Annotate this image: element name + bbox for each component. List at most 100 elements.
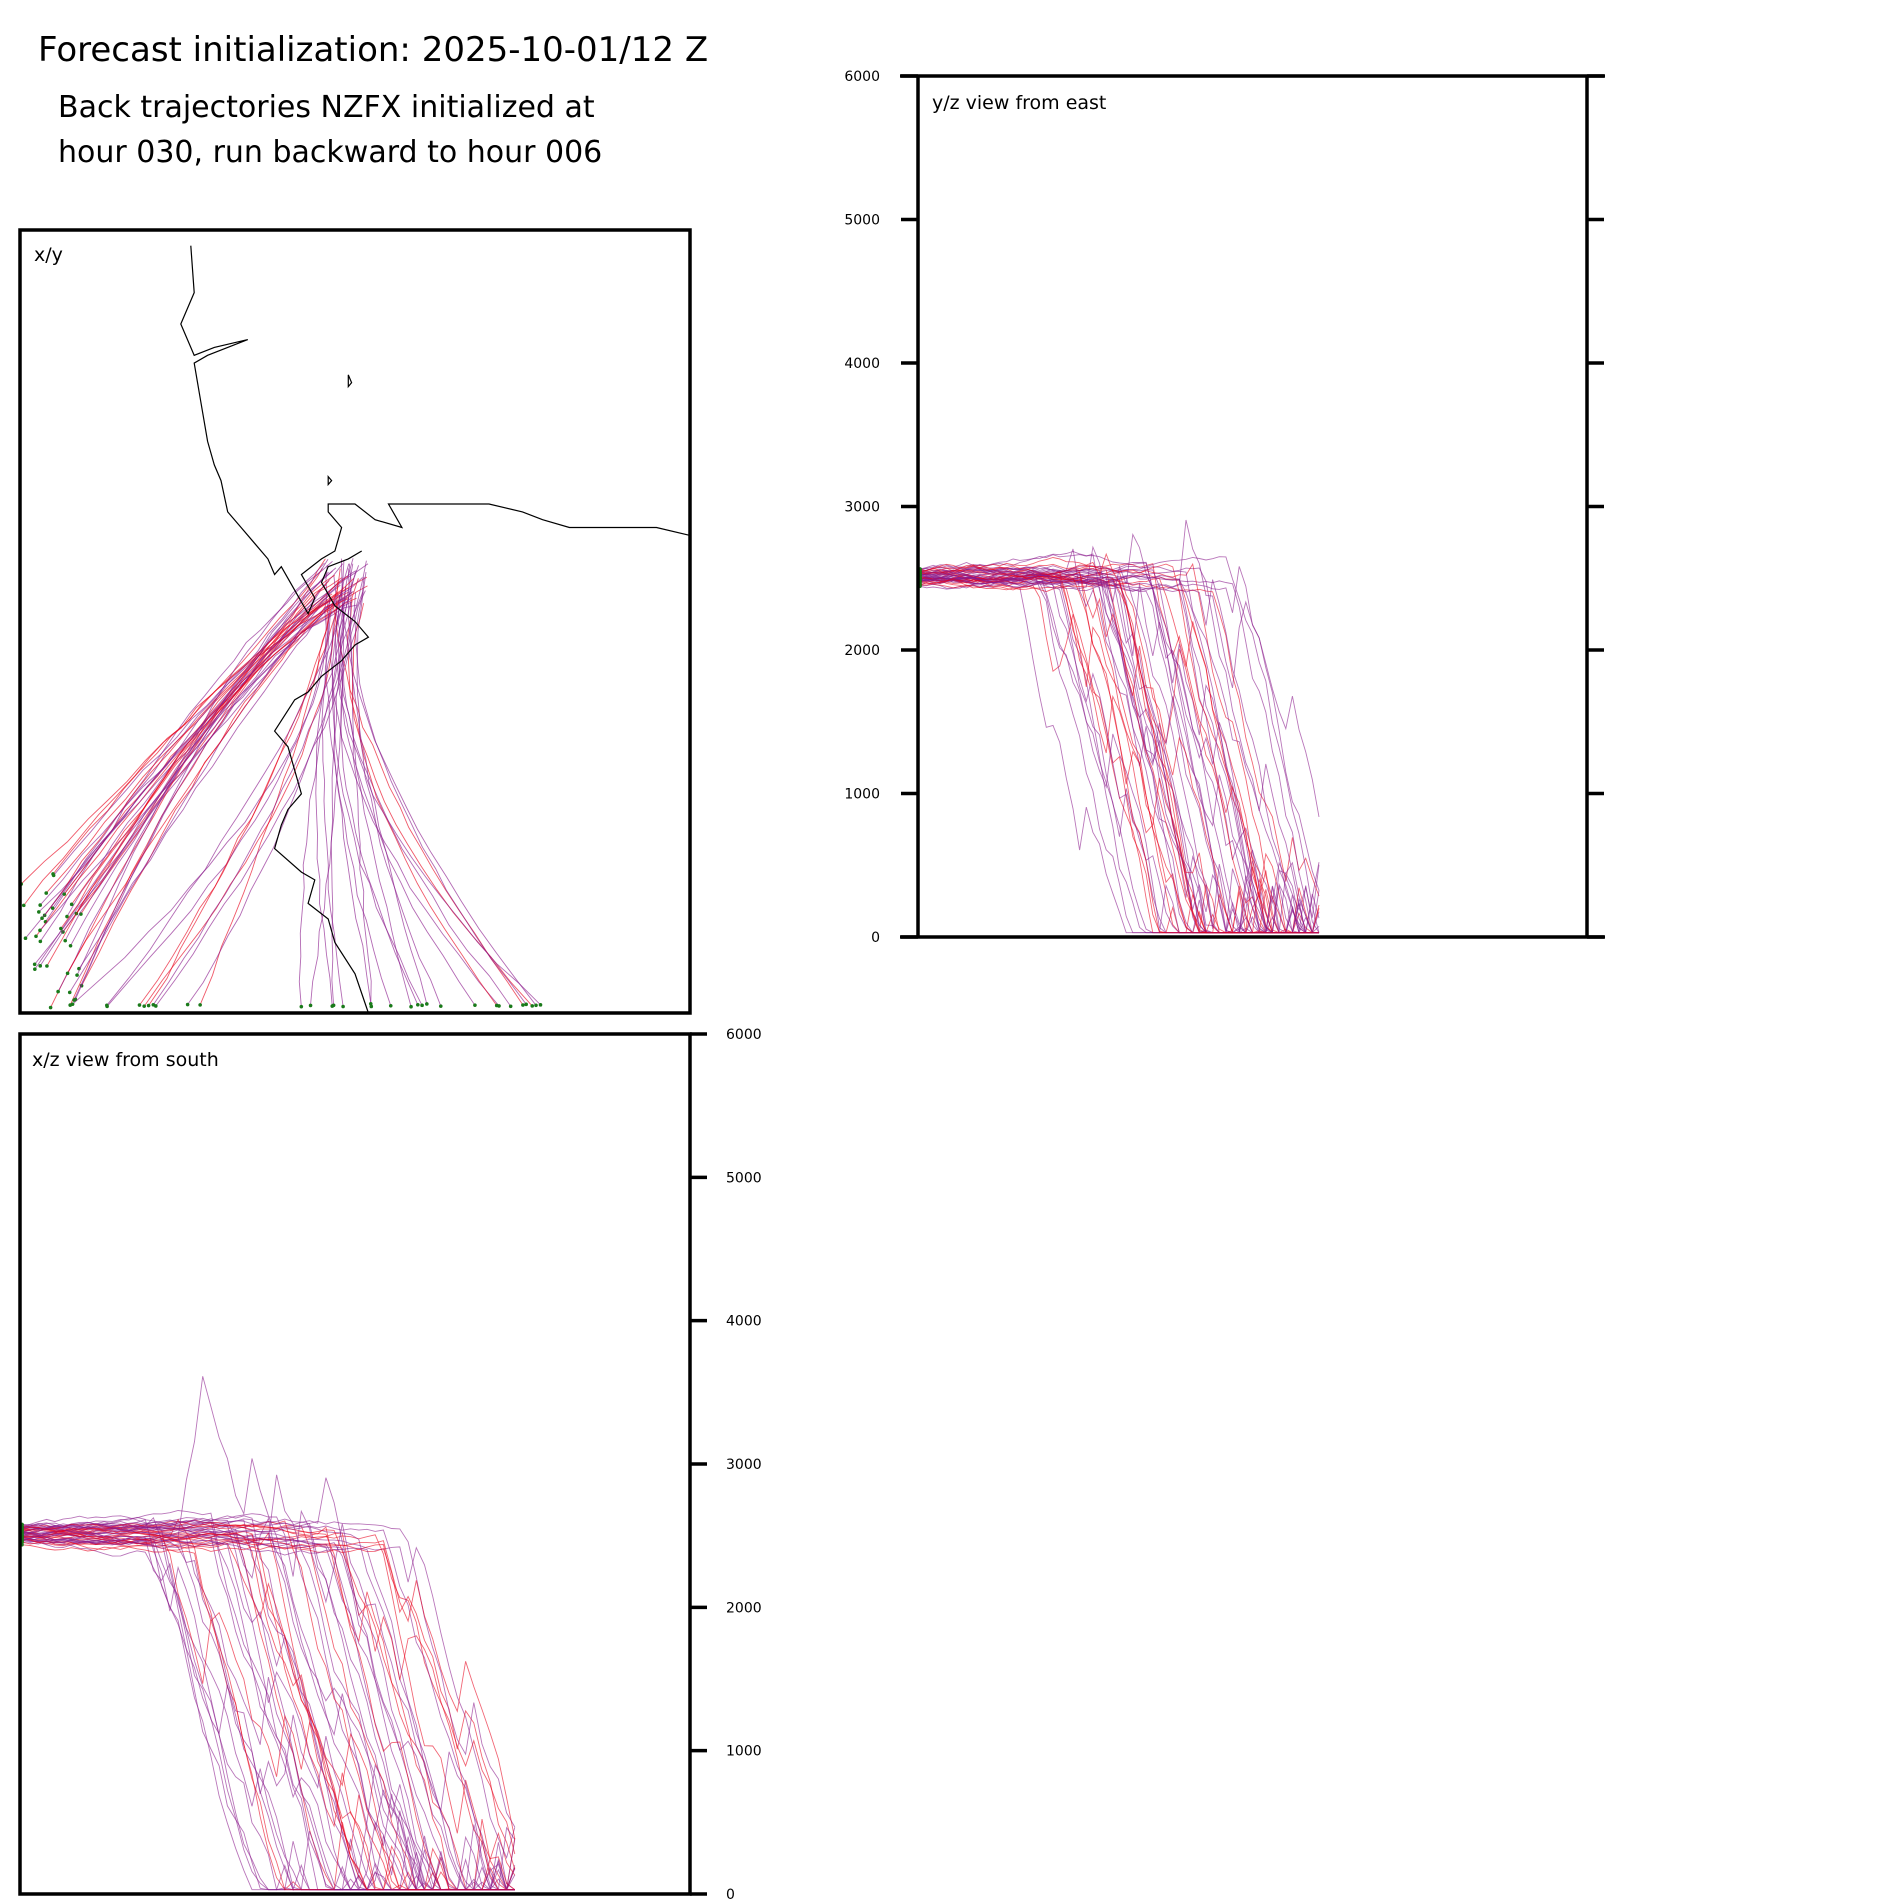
yz-trajectory-line (919, 565, 1319, 934)
xy-trajectory-line (334, 594, 541, 1006)
xy-trajectory-line (331, 565, 392, 1006)
xz-tick-label: 2000 (726, 1600, 762, 1616)
yz-trajectory-line (919, 569, 1320, 934)
xz-trajectory-line (21, 1523, 516, 1891)
xz-trajectory-line (21, 1524, 515, 1891)
xy-trajectory-line (347, 568, 428, 1005)
yz-trajectory-line (919, 545, 1319, 934)
yz-trajectory-line (919, 566, 1319, 934)
xz-trajectory-line (21, 1526, 515, 1891)
xy-trajectory-line (60, 577, 355, 929)
xy-start-marker (438, 1004, 443, 1008)
xy-trajectory-line (199, 604, 330, 1006)
xy-start-marker (38, 903, 42, 907)
yz-trajectory-line (919, 563, 1319, 934)
xy-trajectory-line (340, 590, 419, 1005)
yz-trajectory-line (919, 564, 1319, 934)
xy-start-marker (63, 938, 68, 943)
xy-trajectory-line (34, 597, 352, 970)
xz-trajectory-line (21, 1519, 515, 1891)
yz-trajectory-line (919, 568, 1319, 934)
xy-trajectory-line (76, 574, 336, 914)
xy-trajectory-line (324, 564, 372, 1007)
xy-start-marker (151, 1003, 156, 1007)
xy-start-marker (72, 998, 76, 1002)
xz-trajectories (20, 1376, 516, 1892)
xy-start-marker (494, 1003, 499, 1008)
yz-tick-label: 0 (871, 930, 880, 946)
xy-trajectory-line (321, 598, 344, 1007)
xy-trajectory-line (330, 586, 347, 1006)
xy-trajectory-line (76, 562, 325, 976)
yz-trajectory-line (919, 567, 1320, 934)
xz-trajectory-line (21, 1521, 516, 1891)
xy-trajectory-line (39, 596, 328, 931)
xy-trajectory-line (333, 575, 412, 1007)
xy-frame (18, 228, 692, 1015)
xy-trajectory-line (71, 580, 330, 905)
xy-start-marker (62, 892, 67, 896)
xz-trajectory-line (21, 1477, 515, 1891)
yz-tick-label: 5000 (844, 213, 880, 229)
xz-trajectory-line (21, 1532, 515, 1891)
xz-trajectory-line (21, 1522, 515, 1891)
figure-subtitle-line-2: hour 030, run backward to hour 006 (58, 135, 603, 170)
xy-start-marker (23, 936, 28, 941)
yz-panel-label: y/z view from east (932, 92, 1106, 114)
xy-start-marker (369, 1004, 374, 1009)
xz-trajectory-line (21, 1527, 515, 1891)
xy-start-marker (32, 962, 37, 967)
xz-trajectory-line (21, 1530, 516, 1839)
xy-start-marker (299, 1004, 304, 1009)
xy-start-marker (38, 928, 42, 933)
xz-trajectory-line (21, 1518, 515, 1891)
xy-start-marker (40, 916, 44, 921)
yz-tick-label: 1000 (844, 787, 880, 803)
xy-trajectory-line (73, 567, 337, 1001)
yz-trajectory-line (919, 578, 1320, 897)
xz-tick-label: 5000 (726, 1170, 762, 1186)
xy-start-marker (198, 1003, 202, 1007)
xz-trajectory-line (21, 1522, 515, 1891)
xy-start-marker (508, 1004, 513, 1009)
xz-trajectory-line (21, 1536, 515, 1891)
xz-trajectory-line (21, 1539, 516, 1870)
yz-panel: 0 1000 2000 3000 4000 5000 6000 y/z view from … (844, 69, 1605, 946)
xy-trajectory-line (45, 601, 353, 923)
xy-start-marker (416, 1002, 420, 1007)
xy-start-marker (34, 934, 38, 939)
xy-start-marker (69, 902, 74, 907)
xy-start-marker (425, 1002, 429, 1006)
xy-trajectory-line (152, 601, 352, 1006)
xy-start-marker (341, 1004, 345, 1009)
xy-trajectory-line (155, 576, 365, 1007)
xy-start-marker (142, 1004, 146, 1008)
coastline-path (273, 550, 370, 1014)
xy-start-marker (59, 926, 63, 931)
yz-tick-label: 3000 (844, 500, 880, 516)
xy-trajectory-line (330, 587, 500, 1007)
xz-trajectory-line (21, 1542, 515, 1891)
xy-start-marker (473, 1003, 477, 1007)
xy-trajectories (19, 558, 543, 1010)
yz-trajectory-line (919, 533, 1319, 934)
xy-start-marker (75, 973, 79, 977)
xz-trajectory-line (21, 1522, 516, 1891)
xz-trajectory-line (21, 1518, 515, 1891)
xy-start-marker (21, 903, 26, 908)
coastline-path (180, 245, 691, 616)
xy-trajectory-line (341, 560, 537, 1006)
xy-trajectory-line (50, 577, 342, 1008)
xy-trajectory-line (106, 563, 354, 1006)
xy-start-marker (67, 990, 72, 995)
xy-start-marker (56, 989, 60, 994)
yz-trajectory-line (919, 563, 1319, 934)
xy-trajectory-line (187, 560, 367, 1005)
xy-trajectory-line (315, 603, 344, 1007)
xy-start-marker (65, 914, 69, 919)
xy-start-marker (521, 1003, 525, 1007)
xy-trajectory-line (39, 560, 333, 942)
yz-trajectory-line (919, 571, 1319, 934)
xz-panel-label: x/z view from south (32, 1049, 219, 1071)
